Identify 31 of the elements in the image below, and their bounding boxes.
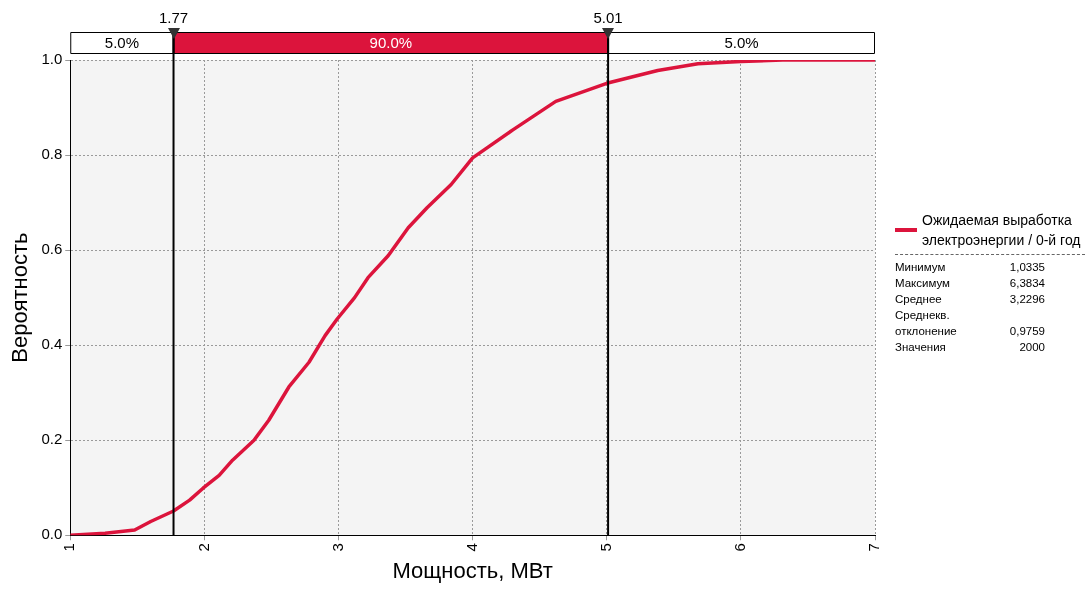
y-tick-label: 1.0 [41, 50, 63, 68]
text: 1,0335 [1008, 260, 1045, 275]
text: 0,9759 [1008, 324, 1045, 339]
text: Минимум [895, 260, 947, 275]
y-tick-label: 0.0 [41, 525, 63, 543]
text: 5.0% [724, 34, 759, 52]
y-tick-label: 0.8 [41, 145, 63, 163]
text: 5.0% [104, 34, 139, 52]
x-axis-title: Мощность, МВт [392, 557, 553, 583]
legend-label: Ожидаемая выработка электроэнергии / 0-й год [922, 211, 1082, 250]
x-tick-label: 3 [328, 543, 346, 552]
y-tick-label: 0.2 [41, 430, 63, 448]
text: 2000 [1018, 340, 1045, 355]
y-axis-title: Вероятность [7, 232, 33, 363]
text: 3,2296 [1008, 292, 1045, 307]
y-tick-label: 0.6 [41, 240, 63, 258]
x-tick-label: 7 [865, 543, 883, 552]
text: Среднекв. отклонение [895, 308, 958, 339]
x-tick-label: 1 [60, 543, 78, 552]
x-tick-label: 2 [194, 543, 212, 552]
text: 6,3834 [1008, 276, 1045, 291]
y-tick-label: 0.4 [41, 335, 63, 353]
text: Максимум [895, 276, 951, 291]
text: Значения [895, 340, 947, 355]
text: Среднее [895, 292, 943, 307]
x-tick-label: 6 [731, 543, 749, 552]
x-tick-label: 5 [596, 543, 614, 552]
x-tick-label: 4 [462, 543, 480, 552]
text: 90.0% [369, 34, 413, 52]
ref-line-label: 1.77 [158, 9, 189, 26]
ref-line-label: 5.01 [593, 9, 623, 26]
